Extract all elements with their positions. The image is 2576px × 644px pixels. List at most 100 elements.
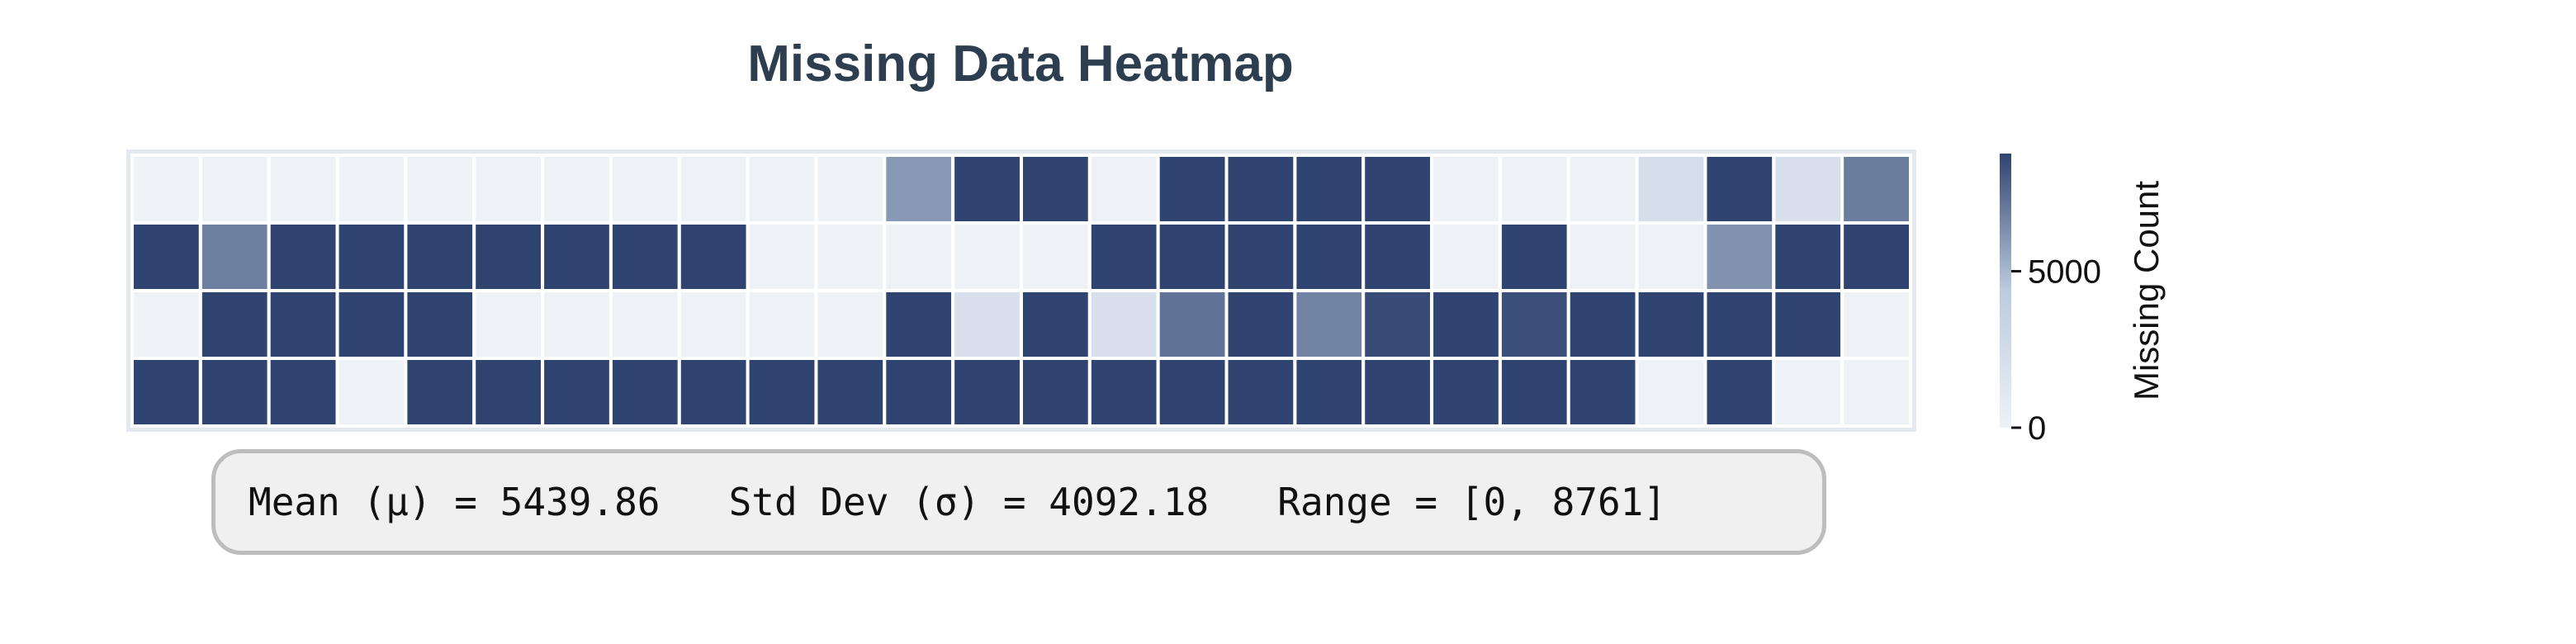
heatmap-cell-r1-c8 [677,221,750,292]
heatmap-cell-r3-c23 [1703,357,1776,428]
heatmap-cell-r1-c0 [130,221,202,292]
heatmap-cell-r2-c7 [608,289,681,360]
heatmap-cell-r3-c25 [1840,357,1912,428]
heatmap-cell-r2-c4 [404,289,476,360]
heatmap-cell-r1-c6 [541,221,613,292]
colorbar-ticks: 0 5000 [2011,254,2101,447]
heatmap-cell-r3-c12 [951,357,1024,428]
heatmap-cell-r3-c19 [1430,357,1502,428]
heatmap-cell-r1-c13 [1020,221,1091,292]
heatmap-cell-r0-c18 [1361,154,1434,225]
heatmap-cell-r1-c24 [1772,221,1844,292]
colorbar-label: Missing Count [2127,181,2166,400]
heatmap-cell-r0-c3 [335,154,408,225]
heatmap-cell-r1-c3 [335,221,408,292]
heatmap-cell-r2-c13 [1020,289,1091,360]
heatmap-cell-r1-c4 [404,221,476,292]
heatmap-cell-r1-c22 [1635,221,1707,292]
heatmap-cell-r1-c1 [198,221,271,292]
heatmap-cell-r1-c25 [1840,221,1912,292]
heatmap-cell-r2-c23 [1703,289,1776,360]
heatmap-cell-r0-c22 [1635,154,1707,225]
heatmap-cell-r2-c9 [746,289,818,360]
heatmap-cell-r0-c15 [1156,154,1229,225]
heatmap-cell-r1-c18 [1361,221,1434,292]
heatmap-cell-r0-c23 [1703,154,1776,225]
heatmap-cell-r2-c15 [1156,289,1229,360]
heatmap-cell-r3-c16 [1224,357,1297,428]
heatmap-cell-r0-c6 [541,154,613,225]
heatmap-cell-r0-c19 [1430,154,1502,225]
heatmap-cell-r3-c14 [1087,357,1160,428]
heatmap-cell-r0-c24 [1772,154,1844,225]
heatmap-cell-r1-c21 [1566,221,1639,292]
heatmap-cell-r1-c17 [1293,221,1366,292]
heatmap-cell-r3-c9 [746,357,818,428]
heatmap-cell-r1-c15 [1156,221,1229,292]
heatmap-frame [126,149,1916,432]
heatmap-cell-r1-c10 [814,221,887,292]
heatmap-cell-r0-c9 [746,154,818,225]
heatmap-cell-r0-c2 [267,154,339,225]
heatmap-cell-r0-c13 [1020,154,1091,225]
heatmap-cell-r2-c0 [130,289,202,360]
heatmap-cells [130,154,1912,428]
heatmap-cell-r1-c2 [267,221,339,292]
heatmap-cell-r0-c1 [198,154,271,225]
heatmap-cell-r1-c5 [472,221,545,292]
heatmap-cell-r3-c5 [472,357,545,428]
colorbar [2000,154,2011,428]
heatmap-cell-r1-c14 [1087,221,1160,292]
heatmap-cell-r3-c3 [335,357,408,428]
heatmap-cell-r2-c14 [1087,289,1160,360]
heatmap-cell-r0-c17 [1293,154,1366,225]
heatmap-cell-r0-c14 [1087,154,1160,225]
heatmap-cell-r2-c5 [472,289,545,360]
heatmap-cell-r0-c20 [1498,154,1570,225]
heatmap-cell-r2-c22 [1635,289,1707,360]
heatmap-cell-r0-c7 [608,154,681,225]
heatmap-cell-r0-c8 [677,154,750,225]
heatmap-cell-r1-c19 [1430,221,1502,292]
heatmap-cell-r2-c8 [677,289,750,360]
heatmap-cell-r1-c12 [951,221,1024,292]
heatmap-cell-r0-c25 [1840,154,1912,225]
heatmap-cell-r3-c1 [198,357,271,428]
heatmap-cell-r1-c11 [883,221,955,292]
stats-box: Mean (μ) = 5439.86 Std Dev (σ) = 4092.18… [211,449,1826,555]
heatmap-cell-r1-c9 [746,221,818,292]
heatmap-cell-r2-c17 [1293,289,1366,360]
heatmap-cell-r1-c23 [1703,221,1776,292]
heatmap-cell-r3-c2 [267,357,339,428]
heatmap-cell-r3-c7 [608,357,681,428]
heatmap-cell-r2-c11 [883,289,955,360]
heatmap-cell-r0-c0 [130,154,202,225]
heatmap-cell-r0-c10 [814,154,887,225]
heatmap-cell-r0-c5 [472,154,545,225]
heatmap-cell-r2-c25 [1840,289,1912,360]
heatmap-cell-r3-c13 [1020,357,1091,428]
heatmap-cell-r2-c18 [1361,289,1434,360]
heatmap-cell-r1-c20 [1498,221,1570,292]
heatmap-cell-r2-c12 [951,289,1024,360]
heatmap-cell-r3-c11 [883,357,955,428]
colorbar-tick-label-5000: 5000 [2028,254,2101,291]
heatmap-cell-r3-c20 [1498,357,1570,428]
colorbar-tick-label-0: 0 [2028,410,2046,447]
heatmap-cell-r2-c16 [1224,289,1297,360]
heatmap-cell-r2-c6 [541,289,613,360]
heatmap-cell-r2-c3 [335,289,408,360]
heatmap-cell-r1-c16 [1224,221,1297,292]
heatmap-cell-r2-c21 [1566,289,1639,360]
heatmap-cell-r1-c7 [608,221,681,292]
heatmap-cell-r0-c21 [1566,154,1639,225]
heatmap-cell-r2-c1 [198,289,271,360]
heatmap-cell-r3-c10 [814,357,887,428]
heatmap-cell-r2-c2 [267,289,339,360]
heatmap-cell-r3-c8 [677,357,750,428]
chart-title: Missing Data Heatmap [747,36,1294,92]
heatmap-cell-r3-c4 [404,357,476,428]
heatmap-cell-r2-c20 [1498,289,1570,360]
heatmap-cell-r3-c22 [1635,357,1707,428]
